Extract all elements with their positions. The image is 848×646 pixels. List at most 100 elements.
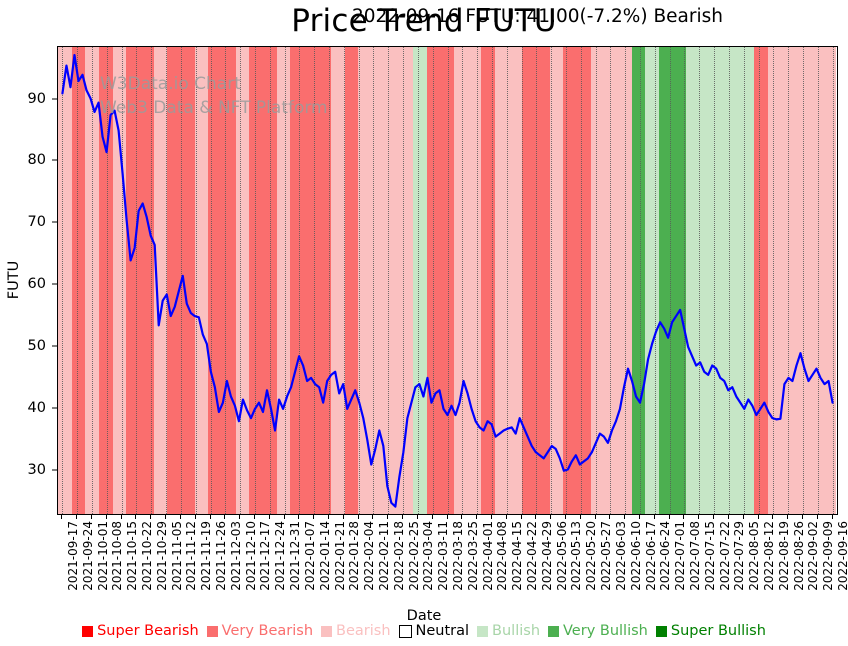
y-tick-label: 60 xyxy=(27,276,46,293)
sentiment-band xyxy=(139,47,154,514)
x-tick-label: 2022-06-17 xyxy=(643,521,658,591)
x-tick-mark xyxy=(402,514,404,519)
x-tick-mark xyxy=(668,514,670,519)
x-tick-mark xyxy=(831,514,833,519)
legend-item[interactable]: Very Bullish xyxy=(548,623,648,639)
x-tick-mark xyxy=(342,514,344,519)
sentiment-band xyxy=(167,47,181,514)
x-tick-label: 2021-11-05 xyxy=(169,521,184,591)
x-tick-mark xyxy=(313,514,315,519)
x-tick-mark xyxy=(624,514,626,519)
x-tick-label: 2021-11-26 xyxy=(214,521,229,591)
legend-swatch-icon xyxy=(206,625,218,637)
x-tick-label: 2021-12-10 xyxy=(243,521,258,591)
legend-item-label: Bearish xyxy=(336,623,391,639)
x-tick-label: 2022-06-03 xyxy=(613,521,628,591)
gridline-vertical xyxy=(743,47,745,514)
x-tick-label: 2022-07-08 xyxy=(687,521,702,591)
x-tick-label: 2021-12-31 xyxy=(288,521,303,591)
x-tick-label: 2022-02-18 xyxy=(391,521,406,591)
legend-item-label: Very Bearish xyxy=(221,623,314,639)
legend-item[interactable]: Bullish xyxy=(477,623,540,639)
x-tick-label: 2022-04-29 xyxy=(539,521,554,591)
x-tick-label: 2022-08-26 xyxy=(791,521,806,591)
x-tick-label: 2021-11-19 xyxy=(199,521,214,591)
x-tick-mark xyxy=(579,514,581,519)
gridline-vertical xyxy=(92,47,94,514)
legend-swatch-icon xyxy=(548,625,560,637)
x-tick-mark xyxy=(713,514,715,519)
x-tick-label: 2022-01-21 xyxy=(332,521,347,591)
gridline-vertical xyxy=(210,47,212,514)
x-tick-mark xyxy=(91,514,93,519)
sentiment-band xyxy=(699,47,714,514)
x-tick-mark xyxy=(120,514,122,519)
x-tick-label: 2021-12-03 xyxy=(228,521,243,591)
x-tick-mark xyxy=(787,514,789,519)
legend-item[interactable]: Neutral xyxy=(398,623,469,639)
gridline-vertical xyxy=(728,47,730,514)
price-annotation: 2022-09-16 FUTU: 41.00(-7.2%) Bearish xyxy=(352,6,724,27)
x-tick-mark xyxy=(298,514,300,519)
x-tick-label: 2022-07-22 xyxy=(717,521,732,591)
sentiment-band xyxy=(495,47,509,514)
gridline-vertical xyxy=(832,47,834,514)
x-tick-label: 2022-09-16 xyxy=(836,521,848,591)
gridline-vertical xyxy=(136,47,138,514)
x-axis: 2021-09-17 2021-09-24 2021-10-01 2021-10-08… xyxy=(57,514,848,614)
x-tick-label: 2022-02-25 xyxy=(406,521,421,591)
price-line-layer xyxy=(58,47,837,514)
x-tick-mark xyxy=(179,514,181,519)
gridline-vertical xyxy=(447,47,449,514)
y-axis: 30 40 50 60 70 80 90 xyxy=(0,46,57,513)
y-tick-label: 90 xyxy=(27,90,46,107)
legend-item-label: Super Bullish xyxy=(670,623,766,639)
gridline-vertical xyxy=(699,47,701,514)
x-tick-mark xyxy=(727,514,729,519)
sentiment-band xyxy=(235,47,250,514)
x-tick-mark xyxy=(416,514,418,519)
sentiment-band xyxy=(331,47,345,514)
x-tick-mark xyxy=(431,514,433,519)
x-tick-label: 2022-09-09 xyxy=(821,521,836,591)
x-tick-mark xyxy=(283,514,285,519)
x-tick-mark xyxy=(476,514,478,519)
x-tick-label: 2022-08-05 xyxy=(747,521,762,591)
sentiment-band xyxy=(576,47,591,514)
y-tick-label: 50 xyxy=(27,337,46,354)
gridline-vertical xyxy=(195,47,197,514)
sentiment-band xyxy=(522,47,536,514)
x-tick-mark xyxy=(253,514,255,519)
sentiment-band xyxy=(71,47,86,514)
gridline-vertical xyxy=(254,47,256,514)
x-tick-mark xyxy=(772,514,774,519)
legend-item[interactable]: Very Bearish xyxy=(206,623,314,639)
legend-item[interactable]: Super Bearish xyxy=(82,623,199,639)
x-tick-label: 2022-08-19 xyxy=(776,521,791,591)
x-tick-label: 2022-07-15 xyxy=(702,521,717,591)
sentiment-band-layer xyxy=(58,47,837,514)
legend-item[interactable]: Bearish xyxy=(321,623,391,639)
legend-swatch-icon xyxy=(82,625,94,637)
x-tick-mark xyxy=(268,514,270,519)
x-tick-mark xyxy=(105,514,107,519)
sentiment-band xyxy=(290,47,304,514)
sentiment-band xyxy=(372,47,386,514)
legend-swatch-icon xyxy=(655,625,667,637)
gridline-vertical xyxy=(551,47,553,514)
x-tick-label: 2022-07-01 xyxy=(673,521,688,591)
x-tick-mark xyxy=(535,514,537,519)
sentiment-band xyxy=(549,47,564,514)
sentiment-band xyxy=(344,47,359,514)
x-tick-mark xyxy=(387,514,389,519)
gridline-vertical xyxy=(269,47,271,514)
gridline-vertical xyxy=(314,47,316,514)
x-tick-label: 2022-01-28 xyxy=(347,521,362,591)
x-tick-label: 2021-10-29 xyxy=(154,521,169,591)
legend-item[interactable]: Super Bullish xyxy=(655,623,766,639)
sentiment-band xyxy=(686,47,700,514)
y-tick-mark xyxy=(52,283,57,285)
legend-item-label: Bullish xyxy=(492,623,541,639)
x-tick-label: 2022-04-15 xyxy=(510,521,525,591)
x-tick-label: 2022-03-11 xyxy=(436,521,451,591)
